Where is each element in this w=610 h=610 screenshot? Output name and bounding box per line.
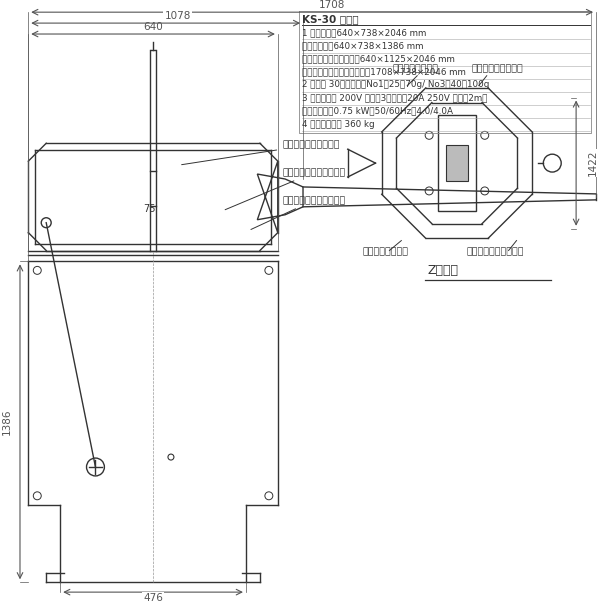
Text: 4 本体重量　約 360 kg: 4 本体重量 約 360 kg [302, 120, 375, 129]
Text: モールディングテーブル: モールディングテーブル [225, 168, 345, 210]
Text: 2 分割数 30　分割量　No1：25～70g/ No3：40～100g: 2 分割数 30 分割量 No1：25～70g/ No3：40～100g [302, 81, 489, 90]
Bar [438, 115, 476, 211]
Text: カッティングレバー: カッティングレバー [472, 65, 523, 74]
Text: 1 外形寸法　640×738×2046 mm: 1 外形寸法 640×738×2046 mm [302, 28, 426, 37]
Text: モールディングレバー: モールディングレバー [182, 140, 340, 165]
Text: メンテナンス時最大寸法　1708×738×2046 mm: メンテナンス時最大寸法 1708×738×2046 mm [302, 67, 466, 76]
Text: Z　矢視: Z 矢視 [427, 264, 458, 278]
Text: 搬入寸法　640×738×1386 mm: 搬入寸法 640×738×1386 mm [302, 41, 423, 50]
Text: KS-30 主仕様: KS-30 主仕様 [302, 14, 359, 24]
Text: モールディングレバー: モールディングレバー [467, 248, 525, 256]
Text: 稼動時使用範囲寸法　640×1125×2046 mm: 稼動時使用範囲寸法 640×1125×2046 mm [302, 54, 455, 63]
Text: 生地重量調整目盛: 生地重量調整目盛 [362, 248, 409, 256]
Text: 1708: 1708 [319, 0, 345, 10]
Text: 640: 640 [143, 22, 163, 32]
Text: モーター　0.75 kW　50/60Hz　4.0/4.0A: モーター 0.75 kW 50/60Hz 4.0/4.0A [302, 107, 453, 116]
Text: 476: 476 [143, 593, 163, 603]
Bar [446, 145, 468, 181]
Text: モールディングプレート: モールディングプレート [251, 196, 345, 229]
Text: バランスウエイト: バランスウエイト [392, 65, 439, 74]
Text: 1386: 1386 [2, 409, 12, 435]
Text: 3 電源　三相 200V 接地型3極プラグ20A 250V コード2m付: 3 電源 三相 200V 接地型3極プラグ20A 250V コード2m付 [302, 93, 487, 102]
Text: 1422: 1422 [588, 150, 598, 176]
Text: 75: 75 [143, 204, 156, 213]
Text: 1078: 1078 [165, 11, 191, 21]
